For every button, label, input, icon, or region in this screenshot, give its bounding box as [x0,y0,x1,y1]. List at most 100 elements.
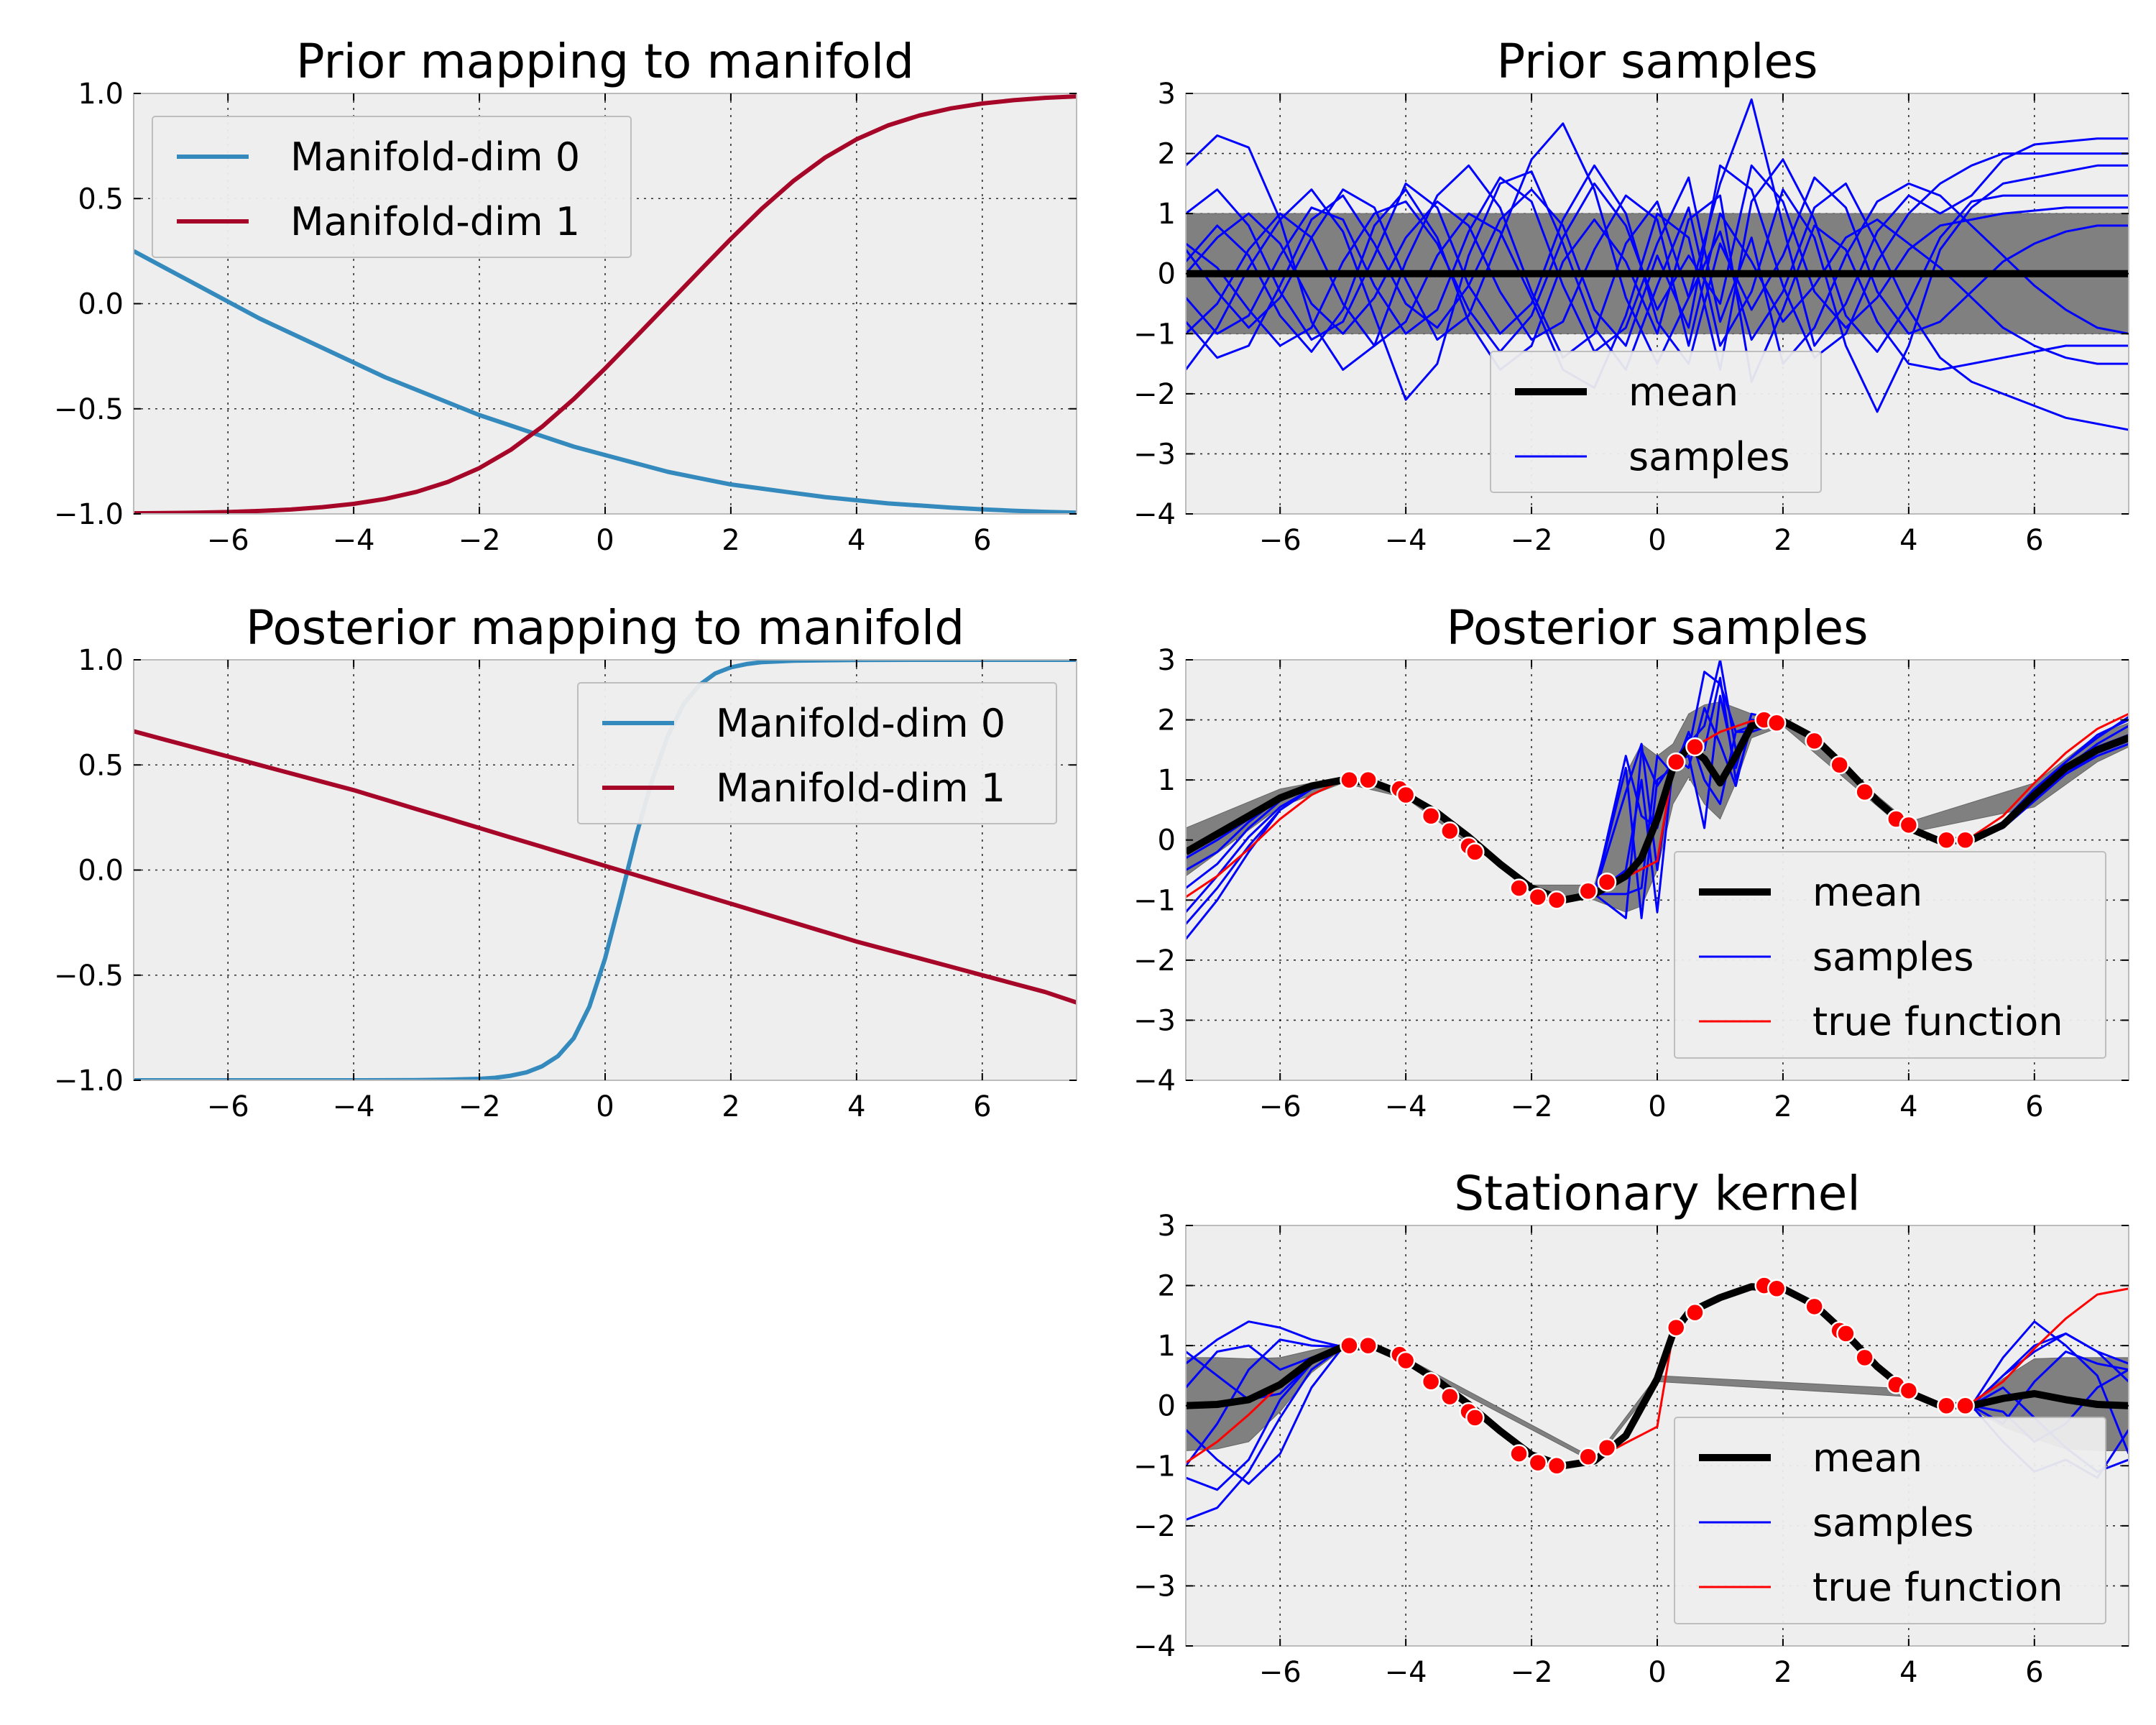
x-tick-label: 6 [2025,1656,2043,1689]
legend-label: samples [1628,434,1789,479]
observation-point [1855,1348,1874,1368]
legend-label: Manifold-dim 0 [716,701,1005,746]
observation-point [1937,830,1956,850]
plot-area [1186,1225,2129,1646]
observation-point [1465,842,1485,862]
y-tick-label: −4 [1133,498,1176,531]
y-tick-label: 1 [1158,198,1176,231]
x-tick-label: 2 [1774,1090,1792,1123]
x-tick-label: 4 [1899,1656,1917,1689]
y-tick-label: −1 [1133,1450,1176,1483]
legend-label: Manifold-dim 1 [290,199,580,244]
y-tick-label: −2 [1133,378,1176,411]
x-tick-label: −4 [1385,1656,1427,1689]
sample-line [1186,158,2129,389]
x-tick-label: 4 [847,1090,865,1123]
sample-line [1186,152,2129,359]
observation-point [1830,755,1849,775]
y-tick-label: 1 [1158,764,1176,797]
observation-point [1578,1447,1598,1466]
y-tick-label: 2 [1158,138,1176,171]
plot-area [134,93,1077,514]
observation-point [1440,1386,1460,1407]
observation-point [1509,1444,1529,1463]
legend-box [1674,1417,2106,1624]
panel-posterior-mapping: −6 −4 −2 0 2 4 6 −1.0 −0.5 0.0 0.5 1.0 Posterior map… [54,600,1077,1123]
y-tick-label: 1 [1158,1330,1176,1363]
x-tick-label: 6 [973,524,991,557]
observation-point [1465,1408,1485,1427]
series-line-dim-1 [134,94,1077,514]
x-tick-label: 0 [1648,1090,1666,1123]
observation-point [1685,737,1705,757]
x-tick-label: −2 [1511,524,1553,557]
observation-point [1340,770,1359,790]
sample-line [1186,188,2129,383]
series-line-dim-0 [134,249,1077,514]
y-tick-label: −1 [1133,884,1176,917]
observation-point [1597,1438,1617,1458]
legend-label: samples [1812,934,1973,980]
legend-label: samples [1812,1500,1973,1545]
y-tick-label: 0.0 [78,855,124,888]
observation-point [1766,1279,1787,1298]
sample-line [1186,164,2129,353]
observation-point [1421,1372,1441,1392]
y-tick-label: 0.0 [78,288,124,321]
observation-point [1547,1456,1567,1476]
y-tick-label: −4 [1133,1630,1176,1663]
y-tick-label: 3 [1158,1210,1176,1243]
observation-point [1528,1453,1548,1473]
y-tick-label: −1 [1133,318,1176,351]
x-tick-label: 2 [722,524,740,557]
legend: Manifold-dim 0 Manifold-dim 1 [577,682,1057,824]
sample-line [1186,176,2129,365]
y-tick-label: 3 [1158,78,1176,111]
panel-prior-mapping: −6 −4 −2 0 2 4 6 −1.0 −0.5 0.0 0.5 1.0 Prior mapping… [54,34,1077,557]
x-tick-label: 4 [1899,524,1917,557]
observation-point [1899,815,1919,835]
observation-point [1396,785,1416,805]
x-tick-label: −6 [207,1090,249,1123]
observation-point [1340,1335,1359,1356]
x-tick-label: 6 [2025,1090,2043,1123]
observation-point [1666,1317,1686,1338]
panel-stationary-kernel: −6 −4 −2 0 2 4 6 −4 −3 −2 −1 0 1 2 3 Stationary kernel m… [1133,1166,2129,1689]
chart-title: Prior mapping to manifold [296,34,914,89]
observation-point [1509,878,1529,898]
legend: Manifold-dim 0 Manifold-dim 1 [152,116,632,258]
x-tick-label: −4 [333,524,375,557]
observation-point [1440,821,1460,841]
sample-line [1186,164,2129,365]
observation-point [1805,1297,1824,1317]
chart-title: Stationary kernel [1454,1166,1860,1221]
x-tick-label: 2 [1774,524,1792,557]
y-tick-label: 0.5 [78,749,124,782]
x-tick-label: 0 [1648,1656,1666,1689]
x-tick-label: −2 [459,524,501,557]
observation-point [1358,1335,1378,1356]
observation-point [1937,1396,1956,1415]
x-tick-label: −4 [1385,524,1427,557]
x-tick-label: −4 [1385,1090,1427,1123]
sample-line [1186,98,2129,371]
chart-title: Posterior mapping to manifold [246,600,964,656]
observation-point [1836,1324,1856,1343]
x-tick-label: 2 [1774,1656,1792,1689]
panel-prior-samples: −6 −4 −2 0 2 4 6 −4 −3 −2 −1 0 1 2 3 Prior samples mean s… [1133,34,2129,557]
chart-title: Posterior samples [1446,600,1868,656]
series-line-dim-1 [134,729,1077,1005]
x-tick-label: −6 [207,524,249,557]
legend-label: mean [1812,1435,1922,1481]
x-tick-label: −2 [1511,1656,1553,1689]
y-tick-label: 0 [1158,1390,1176,1423]
chart-title: Prior samples [1497,34,1818,89]
observation-point [1547,891,1567,910]
x-tick-label: −4 [333,1090,375,1123]
x-tick-label: 4 [847,524,865,557]
x-tick-label: 6 [973,1090,991,1123]
y-tick-label: 1.0 [78,78,124,111]
observation-point [1805,731,1824,751]
y-tick-label: 1.0 [78,644,124,677]
y-tick-label: 0 [1158,258,1176,291]
